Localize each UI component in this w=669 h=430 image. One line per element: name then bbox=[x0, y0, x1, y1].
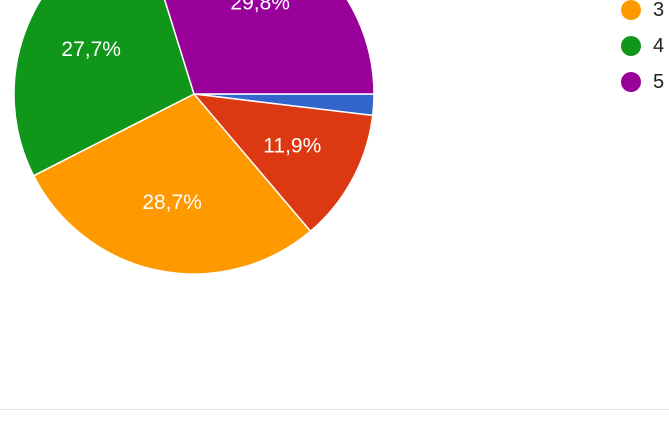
divider bbox=[0, 409, 669, 410]
legend-label-4: 4 bbox=[653, 34, 665, 57]
pie-slice-label-5: 29,8% bbox=[230, 0, 290, 15]
legend-swatch-3 bbox=[621, 0, 641, 20]
legend-swatch-4 bbox=[621, 36, 641, 56]
pie-slice-5[interactable] bbox=[141, 0, 375, 95]
pie-slice-3[interactable] bbox=[32, 93, 312, 275]
pie-slice-label-3: 28,7% bbox=[142, 191, 202, 214]
pie-slice-2[interactable] bbox=[192, 93, 374, 233]
legend-item-5[interactable]: 5 bbox=[621, 64, 664, 100]
legend-item-3[interactable]: 3 bbox=[621, 0, 664, 28]
pie-slice-4[interactable] bbox=[13, 0, 195, 177]
pie-slices bbox=[13, 0, 375, 275]
legend: 3 4 5 bbox=[621, 0, 664, 100]
pie-slice-label-4: 27,7% bbox=[61, 38, 121, 61]
legend-item-4[interactable]: 4 bbox=[621, 28, 664, 64]
pie-slice-labels: 11,9% 28,7% 27,7% 29,8% bbox=[61, 0, 321, 214]
legend-label-3: 3 bbox=[653, 0, 665, 21]
pie-slice-label-2: 11,9% bbox=[263, 134, 321, 157]
legend-label-5: 5 bbox=[653, 70, 665, 93]
legend-swatch-5 bbox=[621, 72, 641, 92]
